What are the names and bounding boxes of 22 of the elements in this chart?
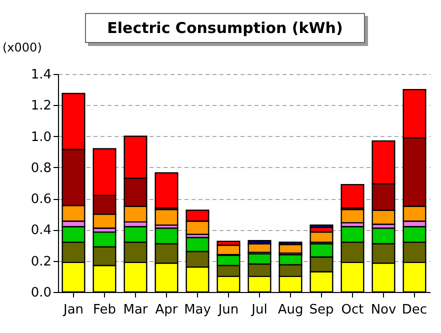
x-tick-label: Jan	[62, 302, 84, 318]
x-tick-label: Nov	[370, 302, 396, 318]
y-tick-label: 1.2	[30, 98, 52, 114]
x-tick-label: Mar	[123, 302, 148, 318]
x-tick-label: May	[184, 302, 212, 318]
x-tick-label: Jul	[250, 302, 268, 318]
y-axis-title: (x000)	[2, 40, 42, 54]
x-tick-label: Dec	[402, 302, 428, 318]
y-tick-label: 0.0	[30, 286, 52, 300]
x-tick-label: Jun	[217, 302, 239, 318]
chart-title: Electric Consumption (kWh)	[85, 13, 365, 43]
y-tick-label: 1.4	[30, 68, 52, 82]
y-tick-label: 1.0	[30, 130, 52, 145]
x-tick-label: Apr	[155, 302, 178, 318]
x-tick-label: Feb	[92, 302, 116, 318]
x-tick-label: Sep	[309, 302, 334, 318]
x-tick-label: Aug	[278, 302, 304, 318]
x-tick-label: Oct	[341, 302, 364, 318]
y-tick-label: 0.4	[30, 223, 52, 238]
y-tick-label: 0.6	[30, 192, 52, 208]
y-tick-label: 0.2	[30, 254, 52, 270]
y-tick-label: 0.8	[30, 160, 52, 176]
